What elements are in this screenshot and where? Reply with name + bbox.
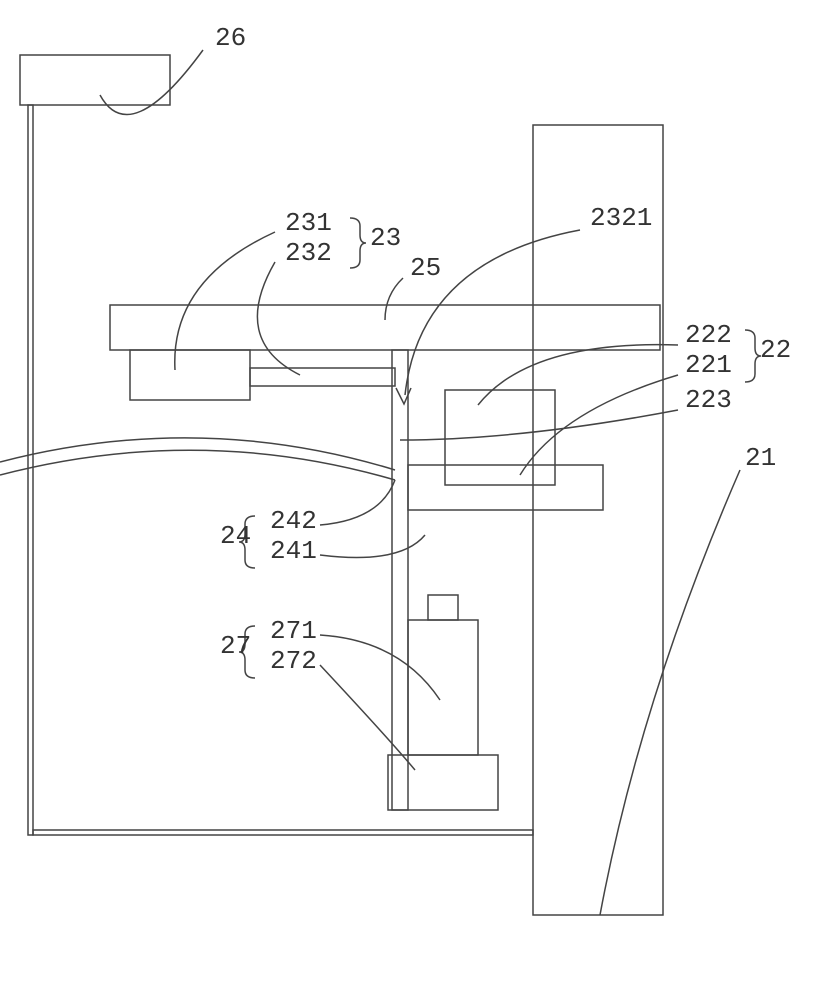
label-22br: 22 [760,335,791,365]
label-272: 272 [270,646,317,676]
label-232g: 232 [285,238,332,268]
shape-vertGuide [392,350,408,810]
label-221: 221 [685,350,732,380]
leader-272 [320,665,415,770]
leader-222 [478,345,678,405]
shape-box26 [20,55,170,105]
shape-stem26 [28,105,33,835]
diagram-canvas: 26 231232 23 25 2321 222221 22 223 21 242241 24 271… [0,0,817,1000]
shape-bar232 [250,368,395,386]
label-223: 223 [685,385,732,415]
label-222: 222 [685,320,732,350]
brace-22 [745,330,761,382]
label-24br: 24 [220,521,251,551]
label-231g: 231 [285,208,332,238]
label-242: 242 [270,506,317,536]
label-27br: 27 [220,631,251,661]
shape-rightTall [533,125,663,915]
shape-box272 [388,755,498,810]
shape-bottomBar [33,830,533,835]
brace-23 [350,218,366,268]
label-26: 26 [215,23,246,53]
leader-21 [600,470,740,915]
shape-box221 [408,465,603,510]
leader-232g [257,262,300,375]
label-271: 271 [270,616,317,646]
label-2321: 2321 [590,203,652,233]
shape-stub271 [428,595,458,620]
shape-box231 [130,350,250,400]
leader-242 [320,480,395,525]
label-21: 21 [745,443,776,473]
leader-271 [320,635,440,700]
label-23br: 23 [370,223,401,253]
leader-241 [320,535,425,558]
shape-box271 [408,620,478,755]
leader-25 [385,278,403,320]
label-241: 241 [270,536,317,566]
leader-223 [400,410,678,440]
label-25: 25 [410,253,441,283]
